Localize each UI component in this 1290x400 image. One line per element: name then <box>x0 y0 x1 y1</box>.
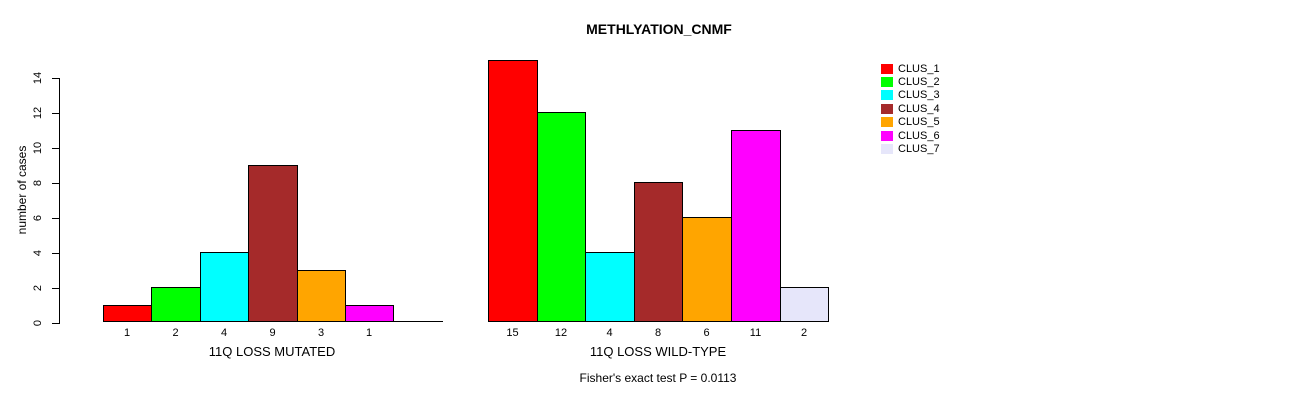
y-axis-tick-label: 12 <box>32 106 44 120</box>
bar-value-label: 4 <box>606 327 613 339</box>
y-axis-label: number of cases <box>15 145 29 235</box>
y-axis-tick-label: 0 <box>32 319 44 327</box>
legend: CLUS_1 CLUS_2 CLUS_3 CLUS_4 CLUS_5 CLUS_6 CLUS… <box>881 62 940 156</box>
x-axis-title-wildtype: 11Q LOSS WILD-TYPE <box>589 344 727 359</box>
y-axis-tick <box>52 288 59 289</box>
bar-value-label: 8 <box>654 327 662 339</box>
legend-entry-clus_3: CLUS_3 <box>881 89 940 102</box>
bar-clus_6 <box>345 305 394 322</box>
bar-clus_4 <box>634 182 683 322</box>
legend-entry-label: CLUS_7 <box>898 143 940 156</box>
bar-clus_3 <box>200 252 249 322</box>
bar-clus_7 <box>780 287 829 322</box>
legend-entry-clus_4: CLUS_4 <box>881 102 940 115</box>
y-axis-tick <box>52 183 59 184</box>
y-axis-tick-label: 14 <box>32 71 44 85</box>
bar-clus_2 <box>537 112 586 322</box>
chart-title: METHLYATION_CNMF <box>586 21 732 37</box>
bar-value-label: 2 <box>800 327 808 339</box>
legend-color-swatch <box>881 130 893 141</box>
bar-clus_6 <box>731 130 781 322</box>
bar-clus_7 <box>393 321 443 322</box>
bar-clus_1 <box>488 60 538 322</box>
legend-entry-label: CLUS_3 <box>898 89 940 102</box>
legend-entry-label: CLUS_1 <box>898 62 940 75</box>
bar-value-label: 1 <box>365 327 373 339</box>
legend-entry-label: CLUS_6 <box>898 129 940 142</box>
legend-color-swatch <box>881 90 893 101</box>
legend-entry-clus_7: CLUS_7 <box>881 142 940 155</box>
legend-entry-clus_1: CLUS_1 <box>881 62 940 75</box>
bar-value-label: 4 <box>220 327 228 339</box>
x-axis-title-mutated: 11Q LOSS MUTATED <box>208 344 336 359</box>
bar-clus_2 <box>151 287 201 322</box>
legend-color-swatch <box>881 77 893 88</box>
bar-clus_3 <box>585 252 635 322</box>
y-axis-tick <box>52 323 59 324</box>
y-axis-tick <box>52 253 59 254</box>
y-axis-tick-label: 6 <box>32 214 44 222</box>
y-axis-tick <box>52 78 59 79</box>
y-axis-tick-label: 10 <box>32 141 44 155</box>
legend-entry-label: CLUS_5 <box>898 116 940 129</box>
bar-value-label: 11 <box>749 327 762 339</box>
bar-value-label: 6 <box>703 327 710 339</box>
legend-entry-label: CLUS_2 <box>898 76 940 89</box>
y-axis-tick-label: 2 <box>32 284 44 292</box>
legend-entry-clus_5: CLUS_5 <box>881 116 940 129</box>
bar-value-label: 2 <box>172 327 179 339</box>
legend-color-swatch <box>881 63 893 74</box>
legend-color-swatch <box>881 103 893 114</box>
bar-value-label: 3 <box>317 327 325 339</box>
y-axis-tick <box>52 148 59 149</box>
bar-clus_5 <box>297 270 346 322</box>
legend-entry-clus_2: CLUS_2 <box>881 75 940 88</box>
bar-value-label: 15 <box>506 327 519 339</box>
y-axis-line <box>59 78 60 324</box>
fisher-test-annotation: Fisher's exact test P = 0.0113 <box>579 371 737 385</box>
legend-entry-label: CLUS_4 <box>898 102 940 115</box>
bar-value-label: 12 <box>554 327 568 339</box>
legend-color-swatch <box>881 144 893 155</box>
y-axis-tick <box>52 113 59 114</box>
bar-value-label: 9 <box>269 327 276 339</box>
bar-clus_4 <box>248 165 298 322</box>
y-axis-tick-label: 8 <box>32 179 44 187</box>
bar-clus_5 <box>682 217 732 322</box>
legend-color-swatch <box>881 117 893 128</box>
legend-entry-clus_6: CLUS_6 <box>881 129 940 142</box>
y-axis-tick <box>52 218 59 219</box>
bar-value-label: 1 <box>123 327 131 339</box>
bar-clus_1 <box>103 305 152 322</box>
y-axis-tick-label: 4 <box>32 249 44 257</box>
